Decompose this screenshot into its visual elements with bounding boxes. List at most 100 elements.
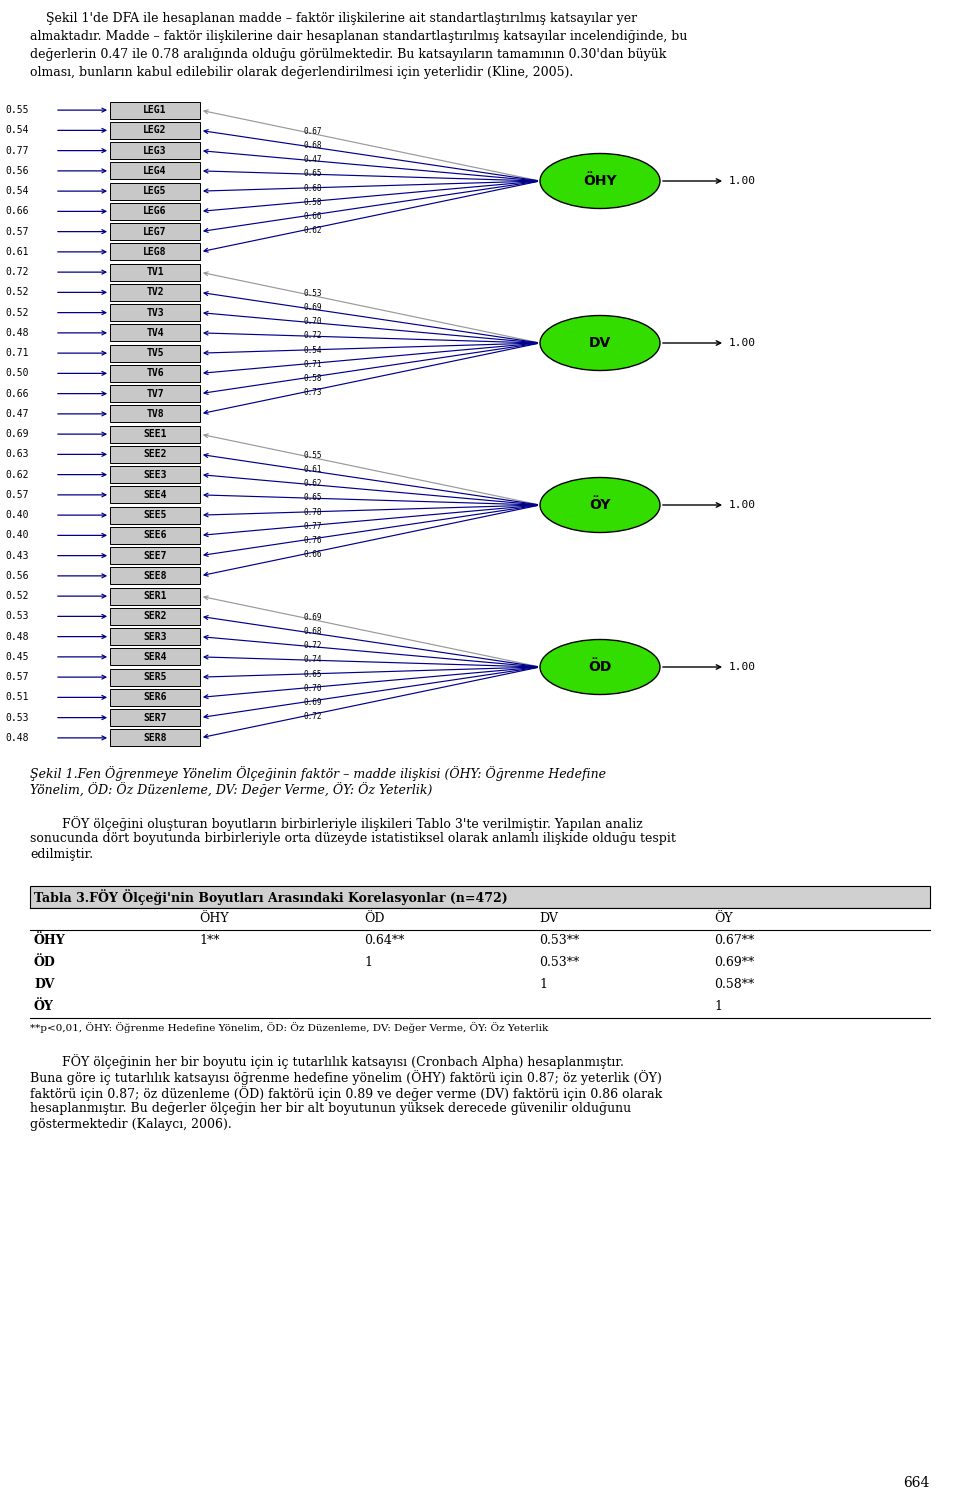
Bar bbox=[110, 324, 200, 341]
Text: 0.76: 0.76 bbox=[304, 536, 323, 545]
Text: 0.69: 0.69 bbox=[304, 303, 323, 312]
Text: LEG4: LEG4 bbox=[143, 166, 167, 177]
Text: FÖY ölçeğini oluşturan boyutların birbirleriyle ilişkileri Tablo 3'te verilmişti: FÖY ölçeğini oluşturan boyutların birbir… bbox=[30, 816, 643, 831]
Text: 0.66: 0.66 bbox=[5, 389, 29, 398]
Text: 0.57: 0.57 bbox=[5, 226, 29, 237]
Text: 0.62: 0.62 bbox=[304, 480, 323, 489]
Bar bbox=[110, 628, 200, 646]
Text: 0.45: 0.45 bbox=[5, 652, 29, 662]
Text: 0.77: 0.77 bbox=[5, 146, 29, 155]
Ellipse shape bbox=[540, 477, 660, 533]
Text: SEE6: SEE6 bbox=[143, 530, 167, 540]
Text: değerlerin 0.47 ile 0.78 aralığında olduğu görülmektedir. Bu katsayıların tamamı: değerlerin 0.47 ile 0.78 aralığında oldu… bbox=[30, 48, 666, 60]
Bar bbox=[110, 567, 200, 584]
Text: 0.68: 0.68 bbox=[304, 140, 323, 149]
Text: 0.63: 0.63 bbox=[5, 450, 29, 459]
Text: 0.64**: 0.64** bbox=[364, 934, 404, 948]
Text: 0.47: 0.47 bbox=[5, 409, 29, 420]
Text: SER3: SER3 bbox=[143, 632, 167, 641]
Text: LEG2: LEG2 bbox=[143, 125, 167, 136]
Text: sonucunda dört boyutunda birbirleriyle orta düzeyde istatistiksel olarak anlamlı: sonucunda dört boyutunda birbirleriyle o… bbox=[30, 831, 676, 845]
Text: SER1: SER1 bbox=[143, 592, 167, 601]
Text: SEE7: SEE7 bbox=[143, 551, 167, 561]
Text: 0.48: 0.48 bbox=[5, 632, 29, 641]
Text: ÖHY: ÖHY bbox=[199, 913, 228, 925]
Text: 0.57: 0.57 bbox=[5, 672, 29, 682]
Text: 0.48: 0.48 bbox=[5, 327, 29, 338]
Text: 0.48: 0.48 bbox=[5, 733, 29, 742]
Text: 0.66: 0.66 bbox=[5, 207, 29, 216]
Text: SER2: SER2 bbox=[143, 611, 167, 622]
Text: 0.53**: 0.53** bbox=[539, 934, 579, 948]
Text: 0.54: 0.54 bbox=[5, 186, 29, 196]
Text: TV5: TV5 bbox=[146, 349, 164, 358]
Text: 0.56: 0.56 bbox=[5, 570, 29, 581]
Text: 1.00: 1.00 bbox=[729, 662, 756, 672]
Text: 0.47: 0.47 bbox=[304, 155, 323, 164]
Text: 0.74: 0.74 bbox=[304, 655, 323, 664]
Text: SEE8: SEE8 bbox=[143, 570, 167, 581]
Text: 1.00: 1.00 bbox=[729, 338, 756, 349]
Text: 0.71: 0.71 bbox=[5, 349, 29, 358]
Text: DV: DV bbox=[34, 978, 55, 991]
Text: 1.00: 1.00 bbox=[729, 177, 756, 186]
Bar bbox=[110, 709, 200, 726]
Text: 0.68: 0.68 bbox=[304, 184, 323, 193]
Text: 0.69: 0.69 bbox=[5, 429, 29, 439]
Ellipse shape bbox=[540, 640, 660, 694]
Text: ÖHY: ÖHY bbox=[34, 934, 65, 948]
Text: ÖHY: ÖHY bbox=[583, 174, 617, 189]
Text: FÖY ölçeğinin her bir boyutu için iç tutarlılık katsayısı (Cronbach Alpha) hesap: FÖY ölçeğinin her bir boyutu için iç tut… bbox=[30, 1053, 624, 1068]
Text: 0.67: 0.67 bbox=[304, 127, 323, 136]
Text: TV8: TV8 bbox=[146, 409, 164, 420]
Text: 0.68: 0.68 bbox=[304, 628, 323, 637]
Text: LEG1: LEG1 bbox=[143, 106, 167, 115]
Text: ÖY: ÖY bbox=[34, 1000, 54, 1014]
Text: SER8: SER8 bbox=[143, 733, 167, 742]
Text: göstermektedir (Kalaycı, 2006).: göstermektedir (Kalaycı, 2006). bbox=[30, 1118, 231, 1132]
Text: Yönelim, ÖD: Öz Düzenleme, DV: Değer Verme, ÖY: Öz Yeterlik): Yönelim, ÖD: Öz Düzenleme, DV: Değer Ver… bbox=[30, 782, 432, 797]
Text: 0.43: 0.43 bbox=[5, 551, 29, 561]
Text: 0.50: 0.50 bbox=[5, 368, 29, 379]
Text: 0.53**: 0.53** bbox=[539, 957, 579, 969]
Bar bbox=[110, 365, 200, 382]
Text: 0.69: 0.69 bbox=[304, 613, 323, 622]
Bar bbox=[110, 527, 200, 543]
Text: 0.53: 0.53 bbox=[5, 611, 29, 622]
Text: TV3: TV3 bbox=[146, 308, 164, 317]
Text: 0.70: 0.70 bbox=[304, 684, 323, 693]
Text: 0.72: 0.72 bbox=[304, 332, 323, 341]
Text: 0.58**: 0.58** bbox=[714, 978, 755, 991]
Text: SEE2: SEE2 bbox=[143, 450, 167, 459]
Bar bbox=[110, 264, 200, 281]
Bar bbox=[110, 729, 200, 747]
Text: 0.57: 0.57 bbox=[5, 490, 29, 499]
Bar bbox=[110, 668, 200, 685]
Bar bbox=[110, 548, 200, 564]
Text: SER6: SER6 bbox=[143, 693, 167, 702]
Text: 0.51: 0.51 bbox=[5, 693, 29, 702]
Text: 0.65: 0.65 bbox=[304, 670, 323, 679]
Text: Şekil 1.Fen Öğrenmeye Yönelim Ölçeğinin faktör – madde ilişkisi (ÖHY: Öğrenme He: Şekil 1.Fen Öğrenmeye Yönelim Ölçeğinin … bbox=[30, 767, 606, 782]
Text: 0.53: 0.53 bbox=[304, 288, 323, 297]
Text: olması, bunların kabul edilebilir olarak değerlendirilmesi için yeterlidir (Klin: olması, bunların kabul edilebilir olarak… bbox=[30, 66, 573, 78]
Bar bbox=[110, 445, 200, 463]
Text: **p<0,01, ÖHY: Öğrenme Hedefine Yönelim, ÖD: Öz Düzenleme, DV: Değer Verme, ÖY: : **p<0,01, ÖHY: Öğrenme Hedefine Yönelim,… bbox=[30, 1022, 548, 1034]
Text: 1: 1 bbox=[539, 978, 547, 991]
Text: 1.00: 1.00 bbox=[729, 499, 756, 510]
Text: DV: DV bbox=[588, 337, 612, 350]
Bar bbox=[30, 886, 930, 908]
Text: 0.54: 0.54 bbox=[304, 346, 323, 355]
Text: 0.65: 0.65 bbox=[304, 493, 323, 502]
Text: TV7: TV7 bbox=[146, 389, 164, 398]
Text: 0.72: 0.72 bbox=[5, 267, 29, 278]
Text: 0.73: 0.73 bbox=[304, 388, 323, 397]
Text: 0.52: 0.52 bbox=[5, 308, 29, 317]
Text: 1: 1 bbox=[364, 957, 372, 969]
Text: 0.67**: 0.67** bbox=[714, 934, 755, 948]
Text: SEE4: SEE4 bbox=[143, 490, 167, 499]
Bar bbox=[110, 223, 200, 240]
Text: SER4: SER4 bbox=[143, 652, 167, 662]
Text: ÖD: ÖD bbox=[34, 957, 56, 969]
Bar bbox=[110, 344, 200, 362]
